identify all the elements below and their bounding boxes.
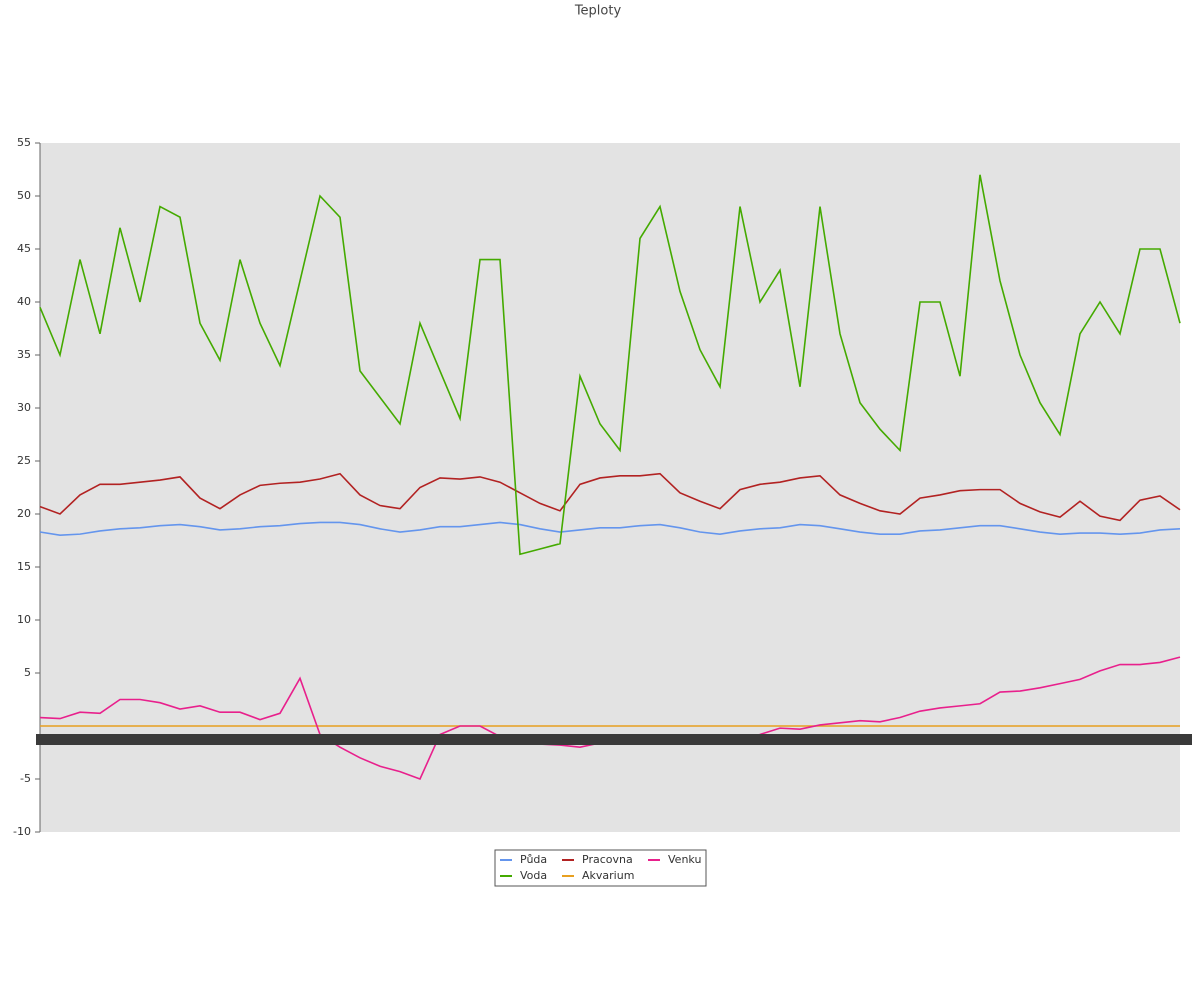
legend-label: Voda bbox=[520, 869, 547, 882]
series-line bbox=[39, 521, 1181, 537]
legend-label: Akvarium bbox=[582, 869, 634, 882]
legend-label: Venku bbox=[668, 853, 701, 866]
y-tick-label: 40 bbox=[17, 295, 31, 308]
y-tick-label: -10 bbox=[13, 825, 31, 838]
series-line bbox=[39, 472, 1181, 522]
legend bbox=[494, 849, 707, 887]
legend-label: Pracovna bbox=[582, 853, 633, 866]
y-tick-label: 30 bbox=[17, 401, 31, 414]
y-tick-label: 55 bbox=[17, 136, 31, 149]
x-axis-labels bbox=[36, 734, 1192, 745]
y-tick-label: 35 bbox=[17, 348, 31, 361]
y-tick-label: 10 bbox=[17, 613, 31, 626]
plot-area bbox=[40, 143, 1180, 832]
y-tick-label: 5 bbox=[24, 666, 31, 679]
y-tick-label: 15 bbox=[17, 560, 31, 573]
y-tick-label: 45 bbox=[17, 242, 31, 255]
chart-title: Teploty bbox=[574, 4, 622, 19]
y-tick-label: -5 bbox=[20, 772, 31, 785]
y-tick-label: 25 bbox=[17, 454, 31, 467]
y-tick-label: 50 bbox=[17, 189, 31, 202]
legend-label: Půda bbox=[520, 853, 547, 866]
y-tick-label: 20 bbox=[17, 507, 31, 520]
series-line bbox=[39, 174, 1181, 556]
